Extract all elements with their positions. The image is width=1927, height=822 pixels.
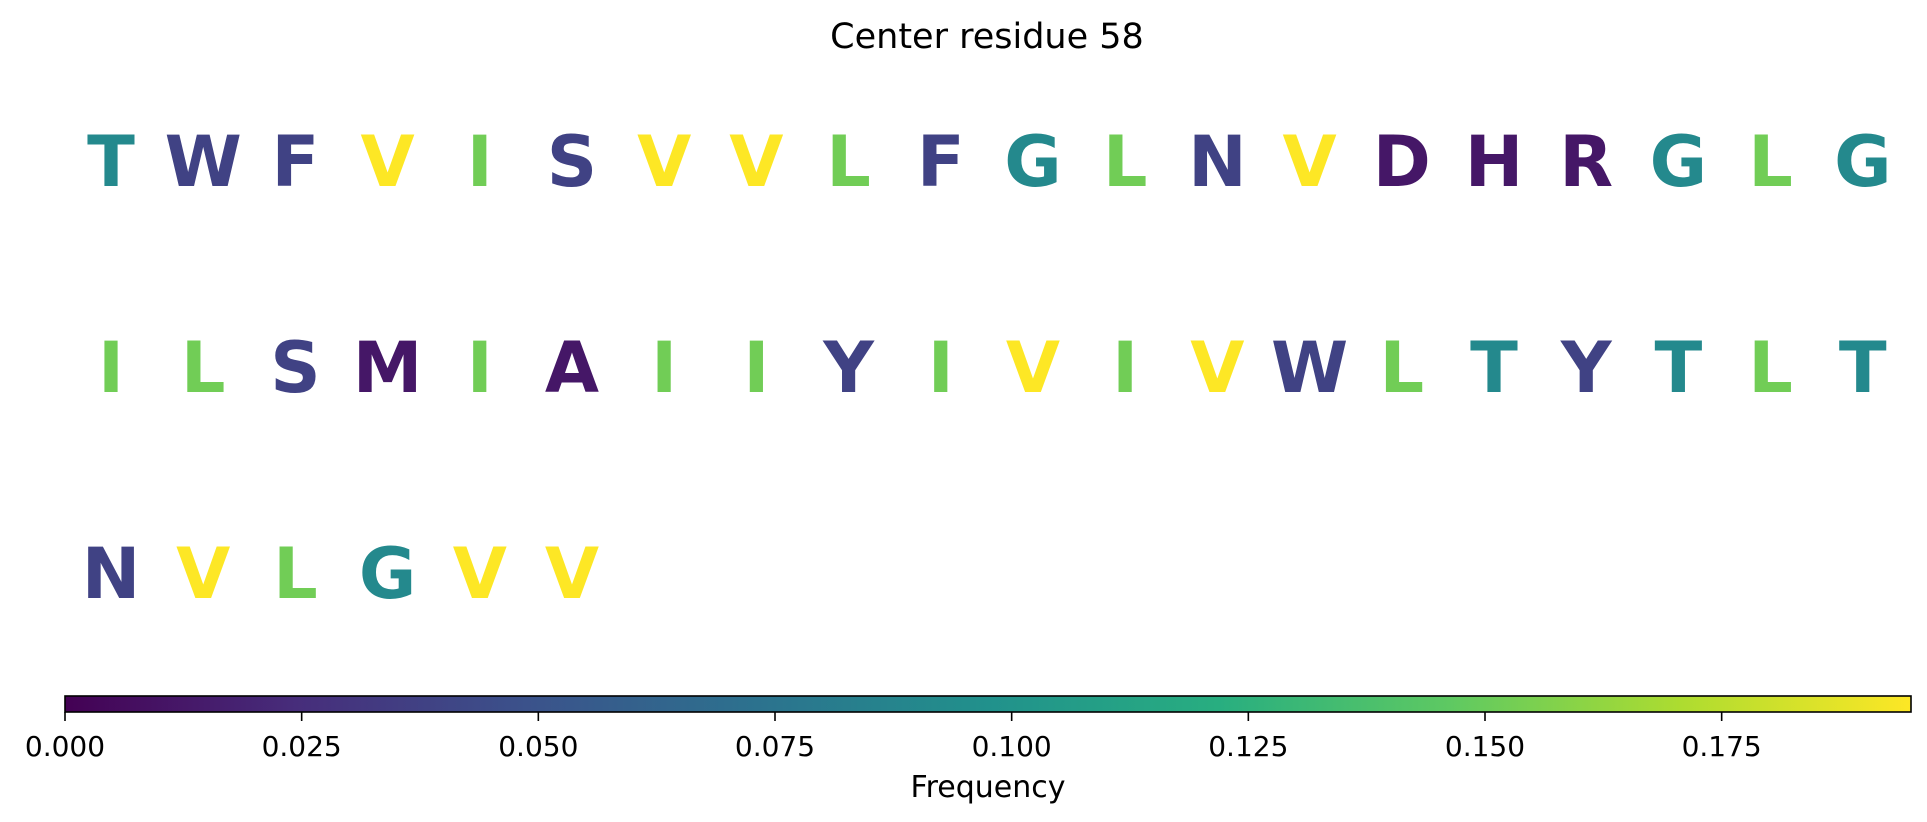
residue-letter: I [1112,327,1138,409]
residue-letter: L [826,121,871,203]
residue-letter: L [273,533,318,615]
colorbar-tick-label: 0.025 [262,730,342,763]
residue-letter: S [547,121,597,203]
colorbar-tick-label: 0.175 [1682,730,1762,763]
residue-letter: V [545,533,599,615]
residue-letter: I [651,327,677,409]
residue-letter: G [1004,121,1061,203]
residue-letter: V [361,121,415,203]
colorbar-tick-label: 0.125 [1208,730,1288,763]
residue-letters: T W F V I S V V L F G L N V D H R G L GI L S M I A I I Y I V I V W L T Y T L T… [82,121,1892,615]
residue-letter: I [467,121,493,203]
residue-letter: R [1559,121,1613,203]
residue-letter: I [98,327,124,409]
residue-letter: W [1271,327,1348,409]
chart-title: Center residue 58 [830,17,1144,57]
residue-letter: T [87,121,135,203]
residue-letter: I [743,327,769,409]
residue-letter: V [1006,327,1060,409]
residue-letter: N [1188,121,1247,203]
residue-letter: V [1190,327,1244,409]
residue-letter: L [181,327,226,409]
colorbar-ticks: 0.000 0.025 0.050 0.075 0.100 0.125 0.150 0.175 [25,712,1762,763]
residue-letter: L [1748,121,1793,203]
colorbar: 0.000 0.025 0.050 0.075 0.100 0.125 0.150 0.175… [25,695,1912,805]
residue-letter: I [928,327,954,409]
residue-letter: L [1748,327,1793,409]
residue-letter: T [1470,327,1518,409]
residue-letter: Y [1560,327,1613,409]
residue-letter: V [637,121,691,203]
residue-letter: Y [822,327,875,409]
residue-letter: N [82,533,141,615]
residue-letter: M [353,327,423,409]
residue-letter: L [1103,121,1148,203]
residue-letter: F [271,121,319,203]
residue-letter: T [1839,327,1887,409]
colorbar-tick-label: 0.150 [1445,730,1525,763]
residue-letter: S [270,327,320,409]
residue-letter: V [453,533,507,615]
residue-letter: H [1465,121,1524,203]
residue-letter: D [1373,121,1431,203]
residue-letter: G [359,533,416,615]
residue-letter: W [165,121,242,203]
colorbar-gradient [65,696,1911,712]
residue-letter: G [1650,121,1707,203]
residue-letter: V [176,533,230,615]
residue-letter: V [1283,121,1337,203]
colorbar-tick-label: 0.000 [25,730,105,763]
residue-letter: V [729,121,783,203]
colorbar-tick-label: 0.100 [972,730,1052,763]
residue-letter: F [917,121,965,203]
colorbar-tick-label: 0.075 [735,730,815,763]
residue-letter: A [545,327,599,409]
residue-letter: G [1834,121,1891,203]
colorbar-frame [64,695,1912,713]
colorbar-tick-label: 0.050 [498,730,578,763]
residue-letter: I [467,327,493,409]
colorbar-label: Frequency [911,770,1066,805]
residue-letter: L [1379,327,1424,409]
residue-letter: T [1655,327,1703,409]
